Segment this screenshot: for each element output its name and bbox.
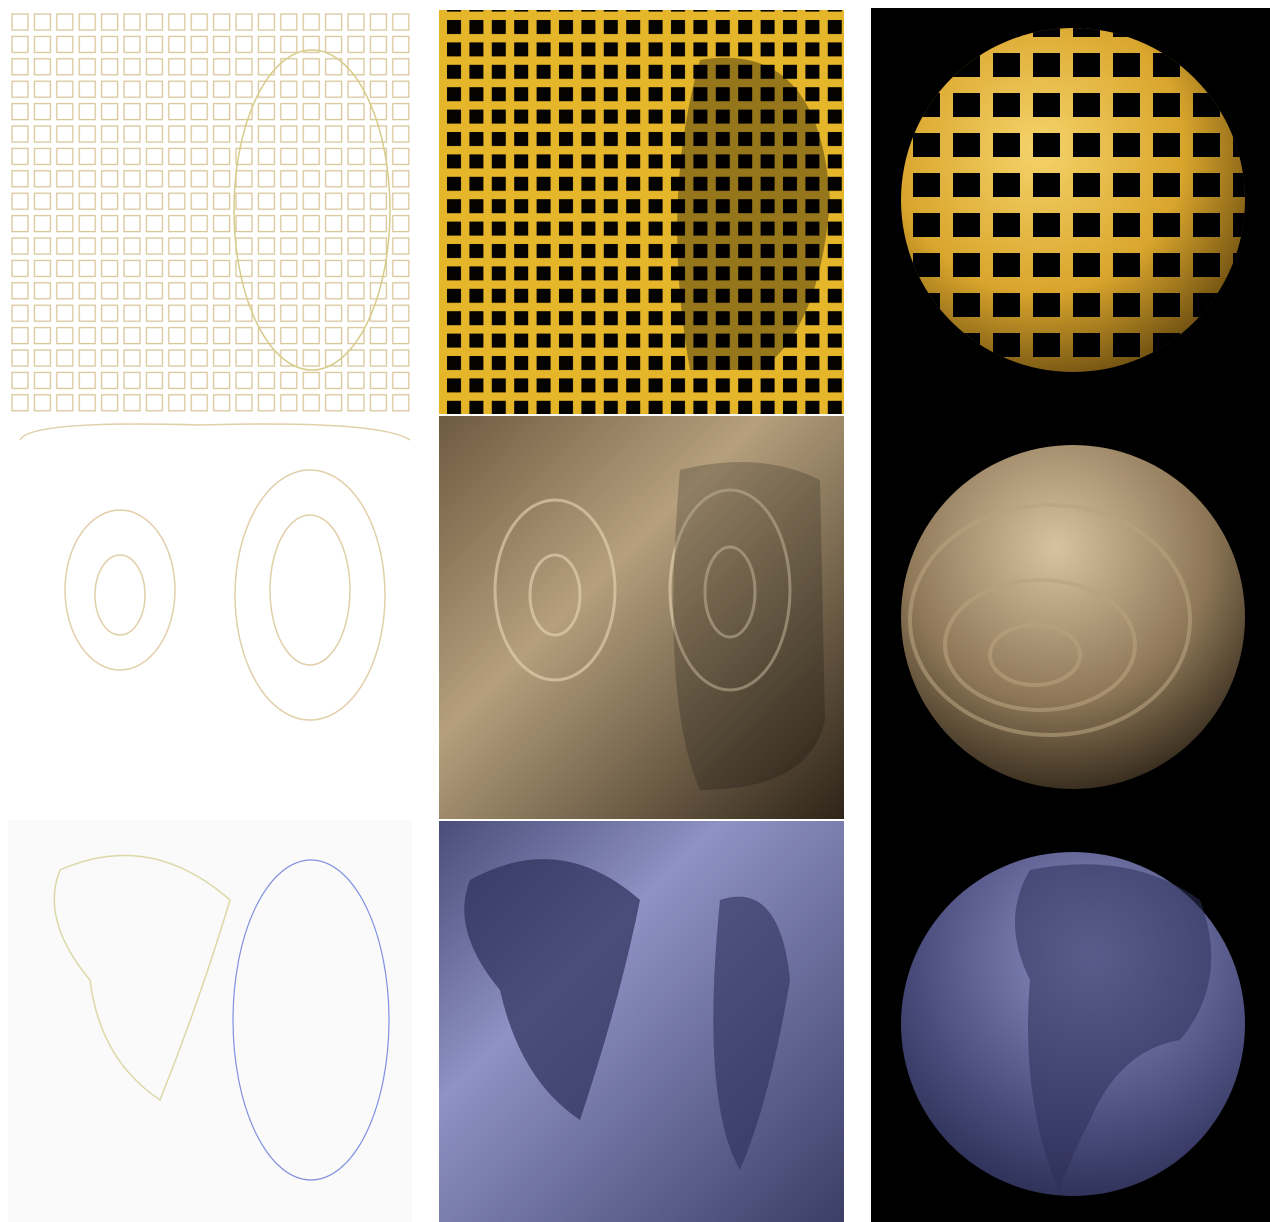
brown-sphere [901, 445, 1245, 789]
sphere-contours [908, 503, 1192, 737]
contours-brown [493, 488, 792, 692]
outline-contour [233, 49, 391, 371]
contour-panel [8, 415, 412, 818]
shadow-shape [677, 57, 830, 371]
map-contour [53, 854, 231, 1102]
land-shape [464, 859, 640, 1120]
outline-grid-panel [8, 10, 412, 413]
brown-panel [439, 416, 844, 819]
contours-light [19, 423, 411, 721]
shadow-shape [673, 462, 825, 790]
land-shape [1015, 864, 1212, 1195]
gold-grid-panel [439, 10, 844, 414]
sphere-grid [901, 28, 1245, 372]
map-outline-panel [8, 820, 412, 1222]
land-shape [713, 896, 790, 1170]
map-ellipse [232, 859, 390, 1181]
